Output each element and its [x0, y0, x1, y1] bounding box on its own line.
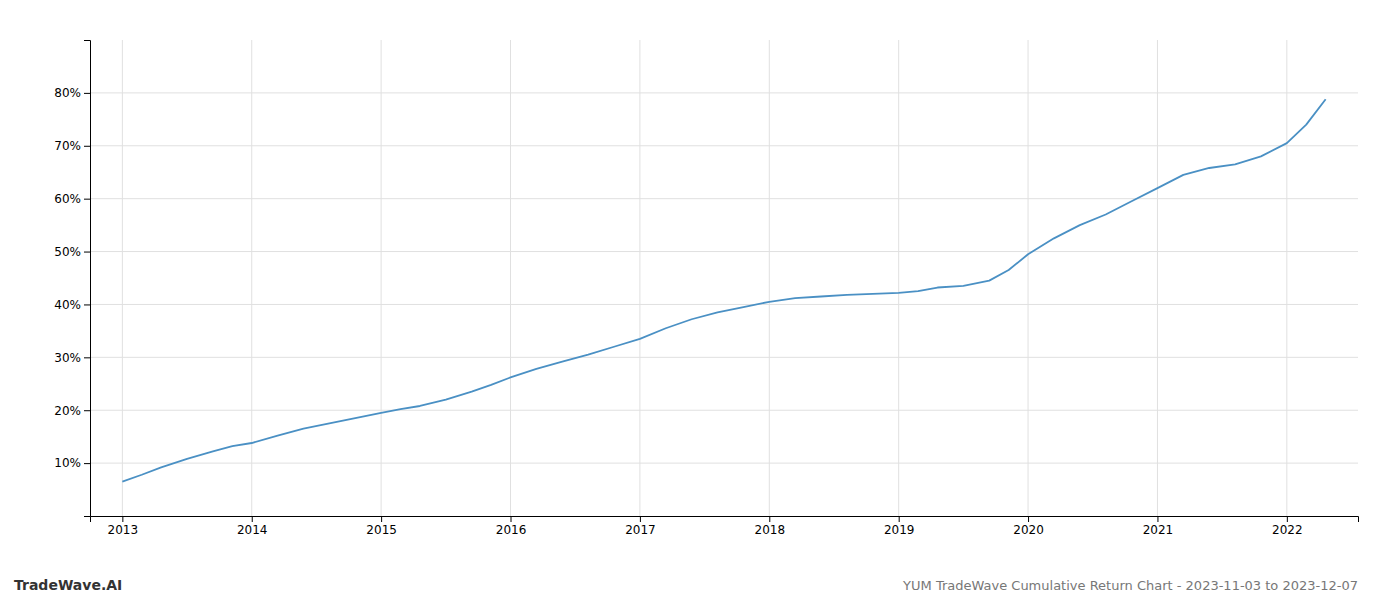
tick-label: 20% [54, 404, 81, 418]
tick-label: 2021 [1143, 523, 1174, 537]
grid-line [510, 40, 511, 516]
grid-line [381, 40, 382, 516]
tick-mark [84, 357, 90, 358]
y-tick: 20% [54, 404, 90, 418]
x-tick: 2022 [1272, 516, 1303, 537]
grid-line [90, 145, 1358, 146]
axis-line [91, 517, 1359, 523]
grid-line [90, 357, 1358, 358]
tick-mark [381, 516, 382, 522]
grid-line [90, 410, 1358, 411]
tick-mark [84, 146, 90, 147]
x-tick: 2019 [884, 516, 915, 537]
grid-line [639, 40, 640, 516]
tick-label: 2017 [625, 523, 656, 537]
tick-label: 50% [54, 245, 81, 259]
x-tick: 2017 [625, 516, 656, 537]
y-axis: 10% 20% 30% 40% 50% 60% 70% 80% [54, 41, 90, 517]
grid-line [251, 40, 252, 516]
y-tick: 10% [54, 456, 90, 470]
y-tick: 80% [54, 86, 90, 100]
tick-label: 10% [54, 456, 81, 470]
y-tick: 50% [54, 245, 90, 259]
tick-label: 70% [54, 139, 81, 153]
tick-mark [769, 516, 770, 522]
tick-mark [84, 463, 90, 464]
x-tick: 2014 [237, 516, 268, 537]
grid-line [1157, 40, 1158, 516]
axis-line [84, 41, 91, 517]
x-axis: 2013 2014 2015 2016 2017 2018 2019 2020 2021 2022 [91, 516, 1359, 537]
grid-line [90, 92, 1358, 93]
x-tick: 2018 [755, 516, 786, 537]
y-tick: 30% [54, 351, 90, 365]
tick-label: 40% [54, 298, 81, 312]
tick-mark [84, 410, 90, 411]
tick-label: 80% [54, 86, 81, 100]
tick-mark [84, 199, 90, 200]
tick-label: 60% [54, 192, 81, 206]
plot: 2013 2014 2015 2016 2017 2018 2019 2020 2021 2022… [54, 40, 1358, 537]
x-tick: 2016 [496, 516, 527, 537]
grid-line [90, 304, 1358, 305]
tick-mark [640, 516, 641, 522]
tick-label: 2020 [1013, 523, 1044, 537]
grid-line [1286, 40, 1287, 516]
tick-mark [84, 304, 90, 305]
grid-line [898, 40, 899, 516]
x-tick: 2020 [1013, 516, 1044, 537]
y-tick: 70% [54, 139, 90, 153]
title: YUM TradeWave Cumulative Return Chart - … [902, 578, 1358, 593]
x-tick: 2013 [108, 516, 139, 537]
tick-mark [84, 252, 90, 253]
grid-line [1028, 40, 1029, 516]
tick-label: 2015 [366, 523, 397, 537]
grid-line [90, 251, 1358, 252]
chart: 2013 2014 2015 2016 2017 2018 2019 2020 2021 2022… [0, 0, 1400, 600]
marks [122, 99, 1325, 481]
tick-label: 2018 [755, 523, 786, 537]
tick-mark [1157, 516, 1158, 522]
grid-line [90, 463, 1358, 464]
tick-label: 2016 [496, 523, 527, 537]
tick-mark [1287, 516, 1288, 522]
y-tick: 60% [54, 192, 90, 206]
grid-line [769, 40, 770, 516]
grid-line [122, 40, 123, 516]
tick-mark [252, 516, 253, 522]
tick-mark [122, 516, 123, 522]
watermark: TradeWave.AI [14, 577, 122, 593]
tick-mark [511, 516, 512, 522]
line [122, 99, 1325, 481]
tick-mark [1028, 516, 1029, 522]
y-tick: 40% [54, 298, 90, 312]
tick-mark [84, 93, 90, 94]
tick-label: 30% [54, 351, 81, 365]
tick-label: 2013 [108, 523, 139, 537]
tick-label: 2019 [884, 523, 915, 537]
x-tick: 2015 [366, 516, 397, 537]
tick-mark [899, 516, 900, 522]
tick-label: 2022 [1272, 523, 1303, 537]
grid-line [90, 198, 1358, 199]
x-tick: 2021 [1143, 516, 1174, 537]
tick-label: 2014 [237, 523, 268, 537]
grid [90, 40, 1358, 516]
